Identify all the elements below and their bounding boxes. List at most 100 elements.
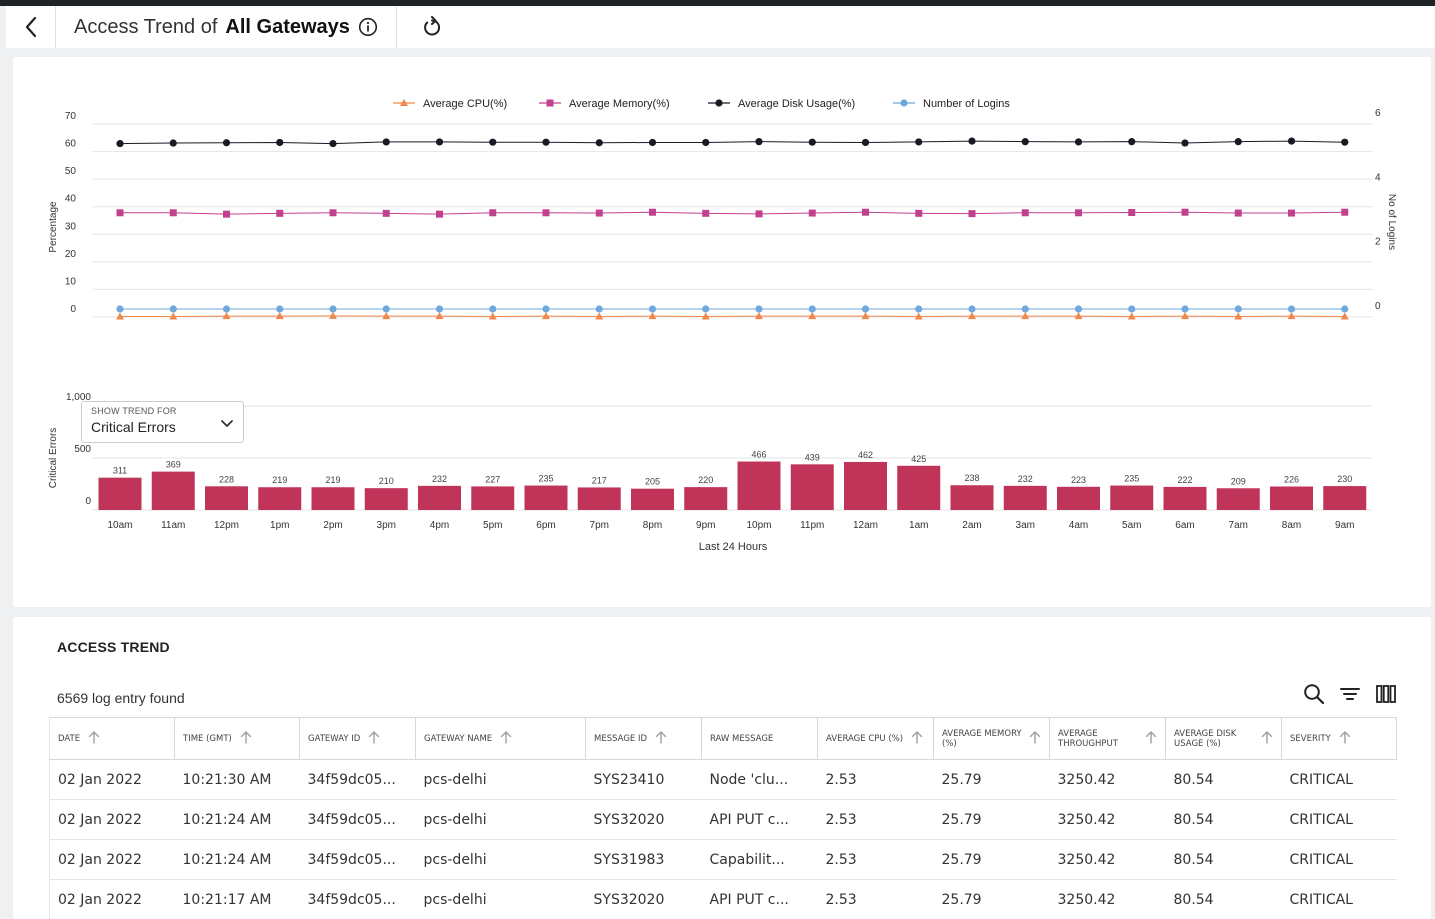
bar[interactable]: [897, 465, 941, 510]
column-header[interactable]: GATEWAY NAME: [415, 717, 586, 760]
table-cell: 02 Jan 2022: [49, 759, 175, 800]
arrow-up-icon[interactable]: [1339, 730, 1351, 747]
bar[interactable]: [1270, 486, 1313, 510]
bar[interactable]: [258, 487, 302, 510]
column-header[interactable]: GATEWAY ID: [299, 717, 416, 760]
bar[interactable]: [471, 486, 515, 510]
y2-tick-label: 0: [1375, 301, 1381, 312]
column-header[interactable]: RAW MESSAGE: [701, 717, 818, 760]
table-cell: 80.54: [1165, 759, 1282, 800]
data-point: [116, 209, 124, 217]
back-button[interactable]: [6, 6, 56, 48]
x-tick-label: 1am: [909, 520, 928, 531]
data-point: [968, 305, 976, 313]
column-header[interactable]: MESSAGE ID: [585, 717, 702, 760]
bar[interactable]: [1163, 486, 1207, 510]
data-point: [382, 209, 390, 217]
info-icon[interactable]: [358, 17, 378, 37]
bar[interactable]: [151, 471, 195, 510]
data-point: [914, 312, 923, 320]
column-header[interactable]: TIME (GMT): [174, 717, 300, 760]
trend-select[interactable]: SHOW TREND FOR Critical Errors: [81, 401, 244, 443]
search-icon[interactable]: [1303, 683, 1325, 705]
bar[interactable]: [1110, 485, 1154, 510]
bar[interactable]: [844, 461, 887, 510]
bar[interactable]: [790, 464, 834, 510]
y-tick-label: 10: [65, 276, 77, 287]
data-point: [862, 208, 869, 216]
bar[interactable]: [1003, 485, 1047, 510]
bar-value-label: 209: [1231, 476, 1246, 486]
legend-label: Average Memory(%): [569, 98, 670, 110]
data-point: [1181, 305, 1189, 313]
table-cell: 80.54: [1165, 799, 1282, 840]
bar-value-label: 205: [645, 477, 660, 487]
bar[interactable]: [631, 488, 674, 510]
y-tick-label: 50: [65, 166, 77, 177]
data-point: [649, 208, 656, 216]
x-tick-label: 3am: [1016, 520, 1035, 531]
table-row[interactable]: 02 Jan 2022 10:21:30 AM 34f59dc05... pcs-de…: [49, 759, 1397, 800]
arrow-up-icon[interactable]: [240, 730, 252, 747]
bar[interactable]: [577, 487, 621, 510]
arrow-up-icon[interactable]: [500, 730, 512, 747]
x-tick-label: 6am: [1175, 520, 1194, 531]
data-point: [169, 305, 177, 313]
chevron-left-icon: [25, 16, 36, 38]
column-header[interactable]: AVERAGE THROUGHPUT: [1049, 717, 1166, 760]
bar[interactable]: [737, 461, 781, 510]
bar-value-label: 230: [1337, 474, 1352, 484]
bar[interactable]: [1216, 488, 1260, 510]
filter-icon[interactable]: [1339, 683, 1361, 705]
column-header[interactable]: AVERAGE DISK USAGE (%): [1165, 717, 1282, 760]
data-point: [1287, 137, 1296, 145]
column-header[interactable]: SEVERITY: [1281, 717, 1397, 760]
series-line: [120, 211, 1345, 215]
bar[interactable]: [311, 487, 355, 510]
table-row[interactable]: 02 Jan 2022 10:21:17 AM 34f59dc05... pcs-de…: [49, 879, 1397, 919]
data-point: [116, 139, 124, 148]
data-point: [1341, 138, 1349, 146]
arrow-up-icon[interactable]: [655, 730, 667, 747]
arrow-up-icon[interactable]: [1145, 730, 1157, 747]
data-point: [595, 139, 603, 147]
table-cell: SYS31983: [585, 839, 702, 880]
bar[interactable]: [524, 485, 568, 510]
column-header-label: DATE: [58, 733, 81, 744]
column-header[interactable]: AVERAGE CPU (%): [817, 717, 934, 760]
bar[interactable]: [1323, 486, 1367, 510]
table-cell: 10:21:17 AM: [174, 879, 300, 919]
table-row[interactable]: 02 Jan 2022 10:21:24 AM 34f59dc05... pcs-de…: [49, 799, 1397, 840]
access-trend-table: DATE TIME (GMT) GATEWAY ID GATEWAY NAME MESS…: [49, 717, 1397, 919]
table-cell: 80.54: [1165, 879, 1282, 919]
arrow-up-icon[interactable]: [368, 730, 380, 747]
page-title: Access Trend of All Gateways: [56, 6, 397, 48]
table-cell: SYS32020: [585, 799, 702, 840]
bar[interactable]: [684, 487, 728, 510]
data-point: [1287, 312, 1296, 320]
arrow-up-icon[interactable]: [1029, 730, 1041, 747]
bar[interactable]: [364, 488, 408, 510]
table-cell: 25.79: [933, 759, 1050, 800]
data-point: [915, 138, 923, 146]
bar[interactable]: [98, 477, 142, 510]
columns-icon[interactable]: [1375, 683, 1397, 705]
arrow-up-icon[interactable]: [1261, 730, 1273, 747]
data-point: [542, 209, 550, 217]
table-row[interactable]: 02 Jan 2022 10:21:24 AM 34f59dc05... pcs-de…: [49, 839, 1397, 880]
table-header-row: DATE TIME (GMT) GATEWAY ID GATEWAY NAME MESS…: [49, 717, 1397, 760]
refresh-button[interactable]: [397, 6, 467, 48]
data-point: [648, 305, 657, 313]
bar[interactable]: [418, 485, 461, 510]
data-point: [595, 305, 603, 313]
bar-value-label: 238: [964, 473, 979, 483]
bar[interactable]: [205, 486, 248, 510]
table-cell: 02 Jan 2022: [49, 879, 175, 919]
arrow-up-icon[interactable]: [911, 730, 923, 747]
column-header[interactable]: AVERAGE MEMORY (%): [933, 717, 1050, 760]
arrow-up-icon[interactable]: [88, 730, 100, 747]
bar[interactable]: [950, 485, 994, 510]
bar[interactable]: [1057, 486, 1100, 510]
column-header[interactable]: DATE: [49, 717, 175, 760]
data-point: [116, 305, 124, 313]
